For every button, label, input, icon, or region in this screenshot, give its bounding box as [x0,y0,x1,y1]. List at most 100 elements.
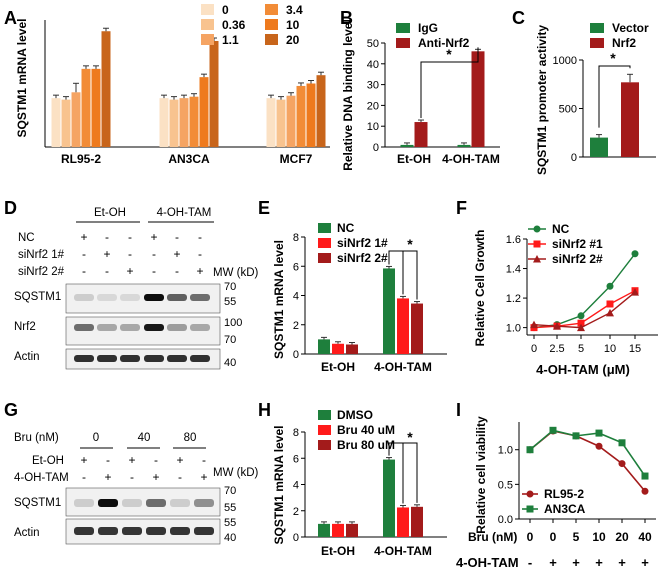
blot-g-row-label-etoh: Et-OH [32,455,64,467]
h-y-tick-label: 2 [293,506,299,518]
blot-g-mark: + [104,470,111,484]
a-bar [296,85,306,147]
f-legend-label: siNrf2 2# [552,252,603,266]
chart-i: 0.0 0.5 1.0 Relative cell viability 0 - 0 +5 +10… [456,416,656,570]
f-point [577,323,585,332]
blot-g-mark: + [80,453,87,467]
a-legend-label: 1.1 [222,33,239,47]
a-x-tick-label: MCF7 [280,152,313,166]
blot-d-mark: + [173,247,180,261]
blot-d-mark: - [128,247,132,261]
blot-g-sqstm1-band [194,499,214,507]
blot-g-bru-80: 80 [184,432,197,444]
blot-g-sqstm1-band [98,499,118,507]
blot-d-mark: - [198,247,202,261]
i-x-tick-label: 10 [592,530,606,544]
blot-g-mark: - [178,470,182,484]
blot-d-row-label-nc: NC [18,232,35,244]
i-legend-label: RL95-2 [544,487,584,501]
i-tam-row-label: 4-OH-TAM [456,555,519,570]
a-bar [169,99,179,147]
blot-g-mark: - [106,453,110,467]
c-y-tick-label: 0 [571,152,577,164]
h-legend-swatch [318,440,331,450]
blot-g-sqstm1-band [122,499,142,507]
blot-d-mw-100: 100 [224,317,242,329]
i-legend-point [526,505,534,513]
blot-g-mark: - [82,470,86,484]
blot-d-nrf2-band [97,324,117,331]
blot-d-sqstm1-band [74,294,94,301]
chart-f: 1.0 1.2 1.4 1.6 Relative Cell Growth 0 2.5 5 10 1… [473,222,658,377]
c-legend-label: Nrf2 [612,36,636,50]
f-legend-label: NC [552,222,570,236]
a-bar [71,92,81,147]
a-bar [91,68,101,147]
blot-d-mark: + [80,230,87,244]
b-y-tick-label: 10 [367,121,379,133]
chart-a: SQSTM1 mRNA level RL95-2 AN3CA MCF7 00.361.1… [15,3,330,166]
a-bar [61,99,71,147]
f-point [577,319,585,327]
f-point [631,250,639,258]
i-point [641,472,649,480]
a-bar [81,68,91,147]
blot-g-mark: + [152,470,159,484]
blot-d-nrf2-membrane [65,316,221,346]
panel-letter-h: H [258,400,271,420]
e-significance-bracket [388,250,418,300]
i-tam-mark: - [528,555,532,570]
i-x-tick-label: 20 [615,530,629,544]
blot-g-band-label-actin: Actin [14,527,40,539]
f-legend-label: siNrf2 #1 [552,237,603,251]
a-bar [286,95,296,147]
h-bar [318,523,330,537]
f-y-axis-label: Relative Cell Growth [473,230,487,347]
i-x-axis-label: Bru (nM) [468,530,517,544]
f-legend-point [533,240,541,248]
e-y-axis-label: SQSTM1 mRNA level [272,240,286,359]
i-x-tick-label: 40 [638,530,652,544]
e-y-tick-label: 6 [293,261,299,273]
b-y-tick-label: 30 [367,80,379,92]
blot-g-row-label-tam: 4-OH-TAM [14,472,69,484]
blot-d-mark: + [196,264,203,278]
h-y-axis-label: SQSTM1 mRNA level [272,426,286,545]
blot-d-actin-band [167,355,187,362]
blot-d-row-label-si2: siNrf2 2# [18,266,65,278]
blot-d-mark: - [175,264,179,278]
f-y-tick-label: 1.0 [506,323,521,335]
blot-d-mark: + [126,264,133,278]
blot-d-sqstm1-band [144,294,164,301]
blot-g-bru-0: 0 [93,432,99,444]
a-bar [179,98,189,147]
blot-g-mw-40: 40 [224,532,236,544]
blot-d-mw-70b: 70 [224,334,236,346]
b-bar [400,144,414,147]
b-significance-star: * [446,46,452,62]
blot-g-mark: - [154,453,158,467]
i-point [572,432,580,440]
e-bar [383,268,395,354]
i-point [549,426,557,434]
blot-d-mark: - [82,264,86,278]
f-point [530,320,538,329]
panel-letter-c: C [512,8,525,28]
c-y-axis-label: SQSTM1 promoter activity [535,25,549,175]
blot-d-sqstm1-band [97,294,117,301]
c-legend-swatch [590,38,604,48]
c-bar [621,82,639,157]
panel-letter-b: B [340,8,353,28]
i-tam-mark: + [641,555,649,570]
f-y-tick-label: 1.6 [506,234,521,246]
b-y-tick-label: 40 [367,59,379,71]
blot-d: Et-OH 4-OH-TAM NC siNrf2 1# siNrf2 2# + -… [14,207,259,370]
e-x-tick-label: Et-OH [321,360,355,374]
b-legend-swatch [396,23,410,33]
a-bar [316,75,326,147]
a-legend-swatch [265,19,278,30]
h-legend-label: DMSO [337,408,373,422]
blot-g-mw-55a: 55 [224,502,236,514]
blot-g-actin-band [194,527,214,535]
